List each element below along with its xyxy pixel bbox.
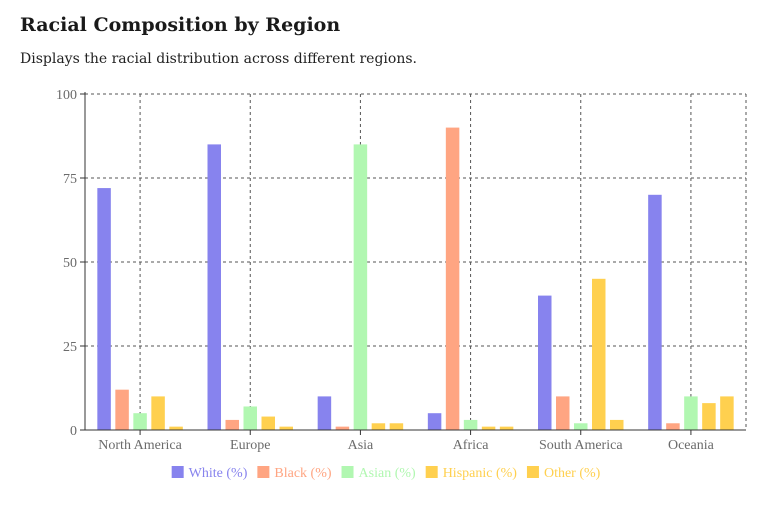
bar-north-america-3[interactable]: [151, 396, 165, 430]
axes: [80, 92, 746, 435]
bar-africa-1[interactable]: [445, 127, 460, 430]
legend-item-0[interactable]: White (%): [171, 466, 248, 481]
bar-north-america-0[interactable]: [97, 188, 111, 430]
bar-oceania-4[interactable]: [720, 396, 734, 430]
legend-label-4: Other (%): [544, 466, 601, 481]
bar-europe-3[interactable]: [261, 416, 276, 430]
bars: [97, 127, 734, 430]
legend-item-3[interactable]: Hispanic (%): [425, 466, 518, 481]
bar-south-america-2[interactable]: [574, 423, 588, 430]
legend-swatch-2: [341, 466, 354, 478]
bar-africa-4[interactable]: [499, 426, 514, 430]
y-tick-label-50: 50: [63, 256, 77, 271]
x-tick-label-5: Oceania: [668, 438, 715, 453]
bar-oceania-3[interactable]: [702, 403, 716, 430]
bar-south-america-1[interactable]: [556, 396, 570, 430]
x-axis-tick-labels: North America Europe Asia Africa South Ameri…: [98, 438, 714, 453]
legend[interactable]: White (%) Black (%) Asian (%) Hispanic (%) O…: [171, 466, 601, 481]
legend-label-2: Asian (%): [359, 466, 416, 481]
bar-europe-1[interactable]: [225, 419, 240, 430]
legend-item-1[interactable]: Black (%): [257, 466, 332, 481]
y-tick-label-75: 75: [63, 172, 77, 187]
legend-label-1: Black (%): [274, 466, 331, 481]
legend-swatch-4: [526, 466, 539, 478]
legend-label-3: Hispanic (%): [443, 466, 518, 481]
bar-europe-0[interactable]: [207, 144, 222, 430]
bar-asia-2[interactable]: [353, 144, 368, 430]
x-tick-label-3: Africa: [453, 438, 490, 453]
legend-item-2[interactable]: Asian (%): [341, 466, 416, 481]
bar-asia-4[interactable]: [389, 423, 404, 430]
x-tick-label-0: North America: [98, 438, 182, 453]
bar-north-america-1[interactable]: [115, 389, 129, 430]
bar-africa-0[interactable]: [427, 413, 442, 430]
bar-oceania-2[interactable]: [684, 396, 698, 430]
y-axis-tick-labels: 0 25 50 75 100: [56, 88, 77, 439]
y-tick-label-25: 25: [63, 340, 77, 355]
bar-africa-2[interactable]: [463, 419, 478, 430]
y-tick-label-0: 0: [70, 424, 77, 439]
legend-swatch-0: [171, 466, 184, 478]
bar-oceania-1[interactable]: [666, 423, 680, 430]
bar-oceania-0[interactable]: [648, 194, 662, 430]
legend-swatch-1: [257, 466, 270, 478]
bar-asia-1[interactable]: [335, 426, 350, 430]
legend-swatch-3: [425, 466, 438, 478]
bar-asia-0[interactable]: [317, 396, 332, 430]
bar-africa-3[interactable]: [481, 426, 496, 430]
bar-north-america-2[interactable]: [133, 413, 147, 430]
bar-asia-3[interactable]: [371, 423, 386, 430]
bar-south-america-0[interactable]: [538, 295, 552, 430]
bar-europe-4[interactable]: [279, 426, 294, 430]
bar-south-america-4[interactable]: [610, 419, 624, 430]
legend-label-0: White (%): [189, 466, 248, 481]
legend-item-4[interactable]: Other (%): [526, 466, 601, 481]
bar-south-america-3[interactable]: [592, 278, 606, 430]
x-tick-label-4: South America: [539, 438, 623, 453]
x-tick-label-1: Europe: [230, 438, 270, 453]
chart-subtitle: Displays the racial distribution across …: [20, 51, 417, 67]
bar-europe-2[interactable]: [243, 406, 258, 430]
chart-title: Racial Composition by Region: [20, 14, 341, 36]
x-tick-label-2: Asia: [348, 438, 374, 453]
y-tick-label-100: 100: [56, 88, 77, 103]
grid-lines: [85, 93, 747, 430]
bar-north-america-4[interactable]: [169, 426, 183, 430]
